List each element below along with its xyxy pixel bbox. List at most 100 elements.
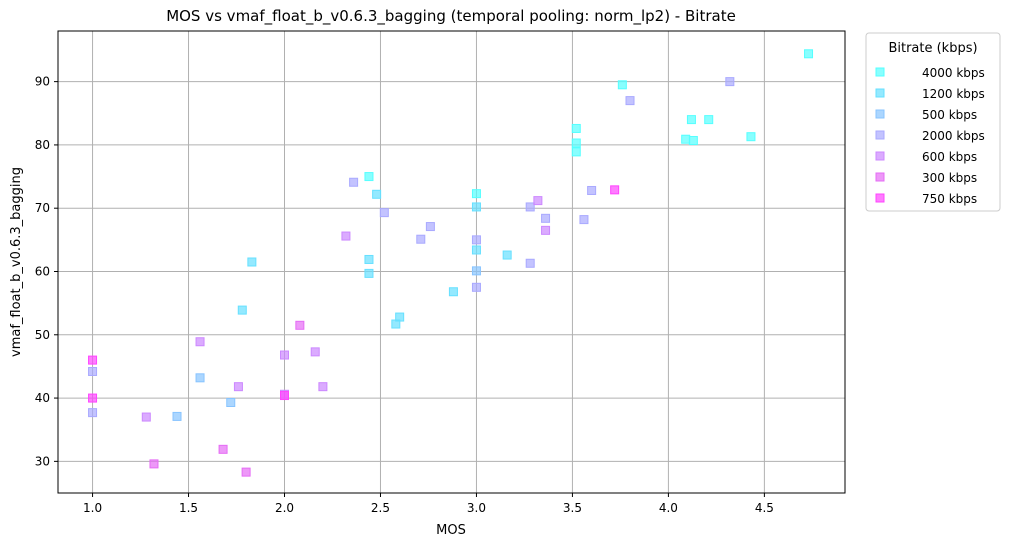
y-tick-label: 60 <box>35 264 50 278</box>
data-point <box>218 444 228 454</box>
data-point <box>541 225 551 235</box>
data-point <box>226 397 236 407</box>
legend-marker <box>875 172 885 182</box>
data-point <box>471 245 481 255</box>
legend-items: 4000 kbps 1200 kbps 500 kbps 2000 kbps 600 k… <box>875 66 985 206</box>
legend-marker <box>875 88 885 98</box>
legend-marker <box>875 109 885 119</box>
x-tick-label: 1.5 <box>179 501 198 515</box>
plot-frame <box>57 30 846 494</box>
data-point <box>88 408 98 418</box>
data-point <box>541 213 551 223</box>
y-tick-label: 40 <box>35 391 50 405</box>
legend-marker <box>875 130 885 140</box>
data-point <box>149 459 159 469</box>
y-tick-label: 90 <box>35 75 50 89</box>
y-axis-ticks: 30 40 50 60 70 80 90 <box>35 75 58 468</box>
chart-title: MOS vs vmaf_float_b_v0.6.3_bagging (temp… <box>166 7 736 26</box>
data-point <box>686 115 696 125</box>
legend-marker <box>875 193 885 203</box>
legend-label: 2000 kbps <box>922 129 985 143</box>
data-point <box>471 266 481 276</box>
data-point <box>280 350 290 360</box>
data-point <box>237 305 247 315</box>
data-point <box>688 135 698 145</box>
x-tick-label: 3.5 <box>563 501 582 515</box>
data-point <box>525 258 535 268</box>
data-point <box>349 177 359 187</box>
data-point <box>195 337 205 347</box>
data-point <box>425 222 435 232</box>
legend-label: 750 kbps <box>922 192 977 206</box>
data-point <box>364 172 374 182</box>
data-point <box>195 373 205 383</box>
data-point <box>571 123 581 133</box>
grid-lines <box>58 31 845 493</box>
data-point <box>318 382 328 392</box>
legend-label: 600 kbps <box>922 150 977 164</box>
legend-label: 4000 kbps <box>922 66 985 80</box>
data-point <box>379 208 389 218</box>
data-point <box>471 202 481 212</box>
data-point <box>471 235 481 245</box>
data-point <box>471 189 481 199</box>
data-point <box>372 189 382 199</box>
data-point <box>625 96 635 106</box>
x-tick-label: 4.5 <box>755 501 774 515</box>
data-point <box>448 287 458 297</box>
data-point <box>502 250 512 260</box>
data-point <box>395 312 405 322</box>
data-point <box>571 138 581 148</box>
data-point <box>141 412 151 422</box>
data-point <box>172 411 182 421</box>
data-point <box>587 185 597 195</box>
legend: Bitrate (kbps) 4000 kbps 1200 kbps 500 kbp… <box>865 32 1001 212</box>
data-point <box>88 355 98 365</box>
data-point <box>364 254 374 264</box>
data-point <box>725 77 735 87</box>
x-tick-label: 3.0 <box>467 501 486 515</box>
data-point <box>341 231 351 241</box>
data-point <box>533 196 543 206</box>
y-tick-label: 80 <box>35 138 50 152</box>
x-tick-label: 2.5 <box>371 501 390 515</box>
data-point <box>610 185 620 195</box>
legend-marker <box>875 67 885 77</box>
data-point <box>416 234 426 244</box>
data-point <box>617 80 627 90</box>
x-tick-label: 4.0 <box>659 501 678 515</box>
data-point <box>364 268 374 278</box>
data-point <box>295 320 305 330</box>
data-point <box>310 347 320 357</box>
y-tick-label: 50 <box>35 328 50 342</box>
legend-label: 1200 kbps <box>922 87 985 101</box>
data-point <box>804 49 814 59</box>
legend-marker <box>875 151 885 161</box>
data-point <box>704 115 714 125</box>
data-point <box>579 215 589 225</box>
data-point <box>681 134 691 144</box>
x-axis-ticks: 1.0 1.5 2.0 2.5 3.0 3.5 4.0 4.5 <box>83 493 774 515</box>
data-point <box>525 202 535 212</box>
x-tick-label: 2.0 <box>275 501 294 515</box>
data-point <box>88 393 98 403</box>
legend-frame <box>865 32 1001 212</box>
data-point <box>241 467 251 477</box>
data-point <box>247 257 257 267</box>
x-axis-label: MOS <box>436 523 466 538</box>
y-tick-label: 70 <box>35 201 50 215</box>
y-axis-label: vmaf_float_b_v0.6.3_bagging <box>9 167 24 357</box>
data-point <box>280 391 290 401</box>
data-point <box>233 382 243 392</box>
legend-title: Bitrate (kbps) <box>888 41 977 56</box>
y-tick-label: 30 <box>35 454 50 468</box>
data-point <box>571 147 581 157</box>
legend-label: 500 kbps <box>922 108 977 122</box>
data-point <box>471 282 481 292</box>
data-points <box>88 49 814 477</box>
legend-label: 300 kbps <box>922 171 977 185</box>
data-point <box>746 132 756 142</box>
x-tick-label: 1.0 <box>83 501 102 515</box>
data-point <box>88 366 98 376</box>
